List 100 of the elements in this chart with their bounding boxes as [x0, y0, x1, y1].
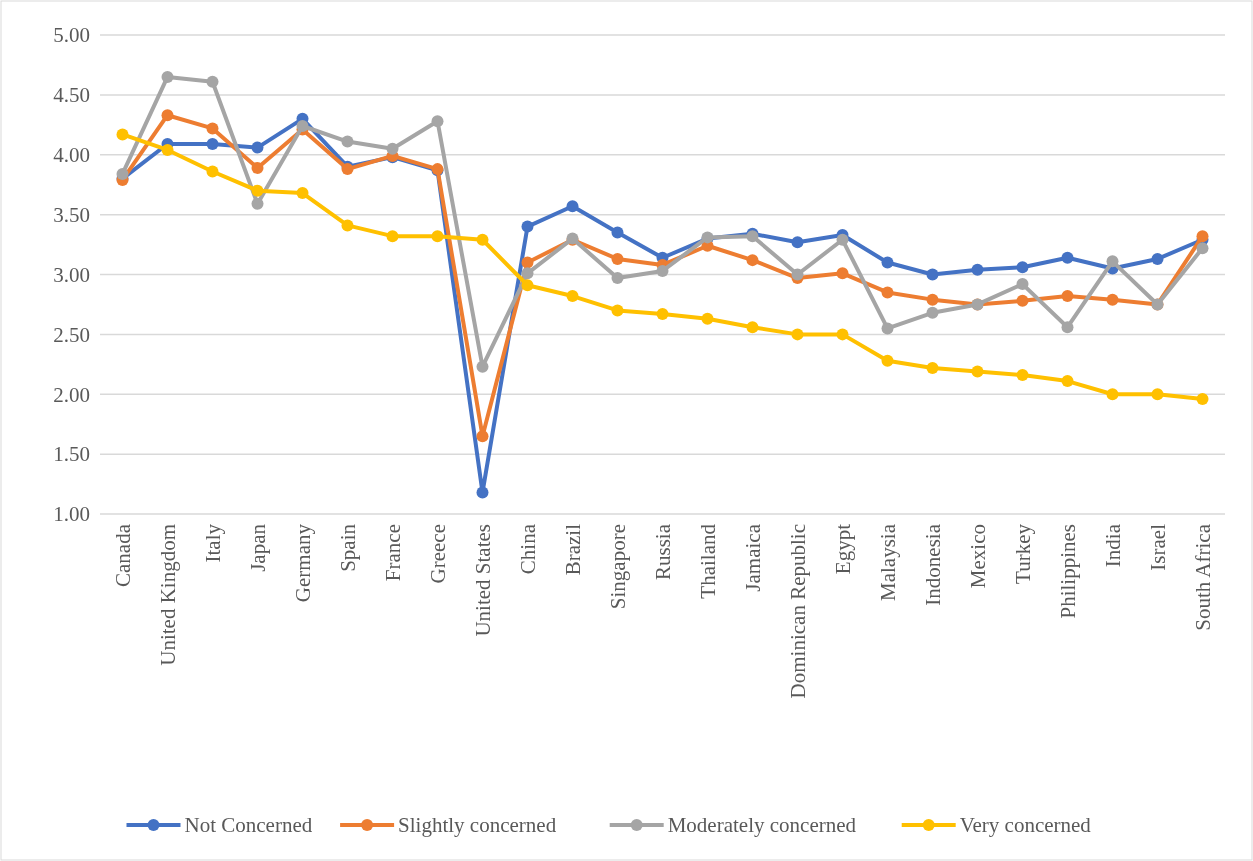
point	[1106, 255, 1119, 268]
x-tick-label: South Africa	[1190, 523, 1215, 631]
x-tick-label: Canada	[110, 523, 135, 587]
x-tick-label: Germany	[290, 523, 315, 603]
point	[701, 312, 714, 325]
point	[791, 328, 804, 341]
point	[881, 354, 894, 367]
x-tick-label: Russia	[650, 523, 675, 581]
point	[926, 268, 939, 281]
x-tick-label: Dominican Republic	[785, 524, 810, 699]
point	[836, 233, 849, 246]
y-tick-label: 4.00	[53, 143, 90, 168]
point	[431, 230, 444, 243]
point	[251, 161, 264, 174]
point	[836, 328, 849, 341]
point	[206, 137, 219, 150]
point	[206, 122, 219, 135]
x-tick-label: Greece	[425, 524, 450, 584]
point	[161, 70, 174, 83]
point	[971, 365, 984, 378]
point	[971, 263, 984, 276]
point	[386, 230, 399, 243]
point	[1196, 242, 1209, 255]
point	[1016, 294, 1029, 307]
x-tick-label: Egypt	[830, 523, 855, 575]
point	[1196, 393, 1209, 406]
x-tick-label: Brazil	[560, 523, 585, 576]
point	[566, 200, 579, 213]
point	[386, 142, 399, 155]
point	[836, 267, 849, 280]
point	[521, 279, 534, 292]
point	[1061, 251, 1074, 264]
point	[611, 304, 624, 317]
point	[341, 135, 354, 148]
point	[611, 272, 624, 285]
legend-label: Moderately concerned	[667, 813, 857, 838]
point	[116, 167, 129, 180]
x-tick-label: Indonesia	[920, 523, 945, 606]
x-tick-label: Singapore	[605, 524, 630, 610]
point	[656, 264, 669, 277]
point	[746, 254, 759, 267]
x-tick-label: India	[1100, 523, 1125, 568]
x-tick-label: Spain	[335, 523, 360, 572]
x-tick-label: United Kingdom	[155, 524, 180, 666]
point	[611, 226, 624, 239]
point	[161, 143, 174, 156]
point	[296, 187, 309, 200]
point	[476, 360, 489, 373]
point	[1151, 252, 1164, 265]
y-tick-label: 3.50	[53, 202, 90, 227]
point	[521, 256, 534, 269]
point	[116, 128, 129, 141]
y-tick-label: 2.50	[53, 322, 90, 347]
point	[1016, 261, 1029, 274]
point	[521, 220, 534, 233]
point	[746, 321, 759, 334]
point	[1061, 290, 1074, 303]
point	[476, 233, 489, 246]
point	[1106, 293, 1119, 306]
point	[161, 109, 174, 122]
point	[926, 361, 939, 374]
y-tick-label: 3.00	[53, 262, 90, 287]
point	[926, 306, 939, 319]
y-tick-label: 5.00	[53, 23, 90, 48]
point	[1151, 388, 1164, 401]
point	[611, 252, 624, 265]
point	[1061, 321, 1074, 334]
point	[566, 290, 579, 303]
point	[656, 308, 669, 321]
x-tick-label: Turkey	[1010, 523, 1035, 584]
x-tick-label: Israel	[1145, 523, 1170, 571]
x-tick-label: Philippines	[1055, 524, 1080, 619]
point	[1106, 388, 1119, 401]
point	[791, 268, 804, 281]
y-tick-label: 2.00	[53, 382, 90, 407]
x-tick-label: Italy	[200, 523, 225, 563]
point	[1016, 278, 1029, 291]
y-tick-label: 4.50	[53, 83, 90, 108]
x-tick-label: Malaysia	[875, 523, 900, 601]
point	[206, 75, 219, 88]
point	[251, 184, 264, 197]
point	[476, 486, 489, 499]
legend-label: Slightly concerned	[398, 813, 557, 838]
y-tick-label: 1.00	[53, 502, 90, 527]
point	[341, 219, 354, 232]
point	[206, 165, 219, 178]
legend-label: Very concerned	[959, 813, 1092, 838]
point	[881, 322, 894, 335]
x-tick-label: France	[380, 524, 405, 582]
point	[1061, 375, 1074, 388]
point	[791, 236, 804, 249]
x-tick-label: Japan	[245, 523, 270, 572]
point	[926, 293, 939, 306]
point	[881, 286, 894, 299]
x-tick-label: United States	[470, 524, 495, 637]
x-tick-label: Thailand	[695, 523, 720, 599]
point	[476, 430, 489, 443]
x-tick-label: China	[515, 523, 540, 575]
point	[881, 256, 894, 269]
x-tick-label: Mexico	[965, 524, 990, 589]
